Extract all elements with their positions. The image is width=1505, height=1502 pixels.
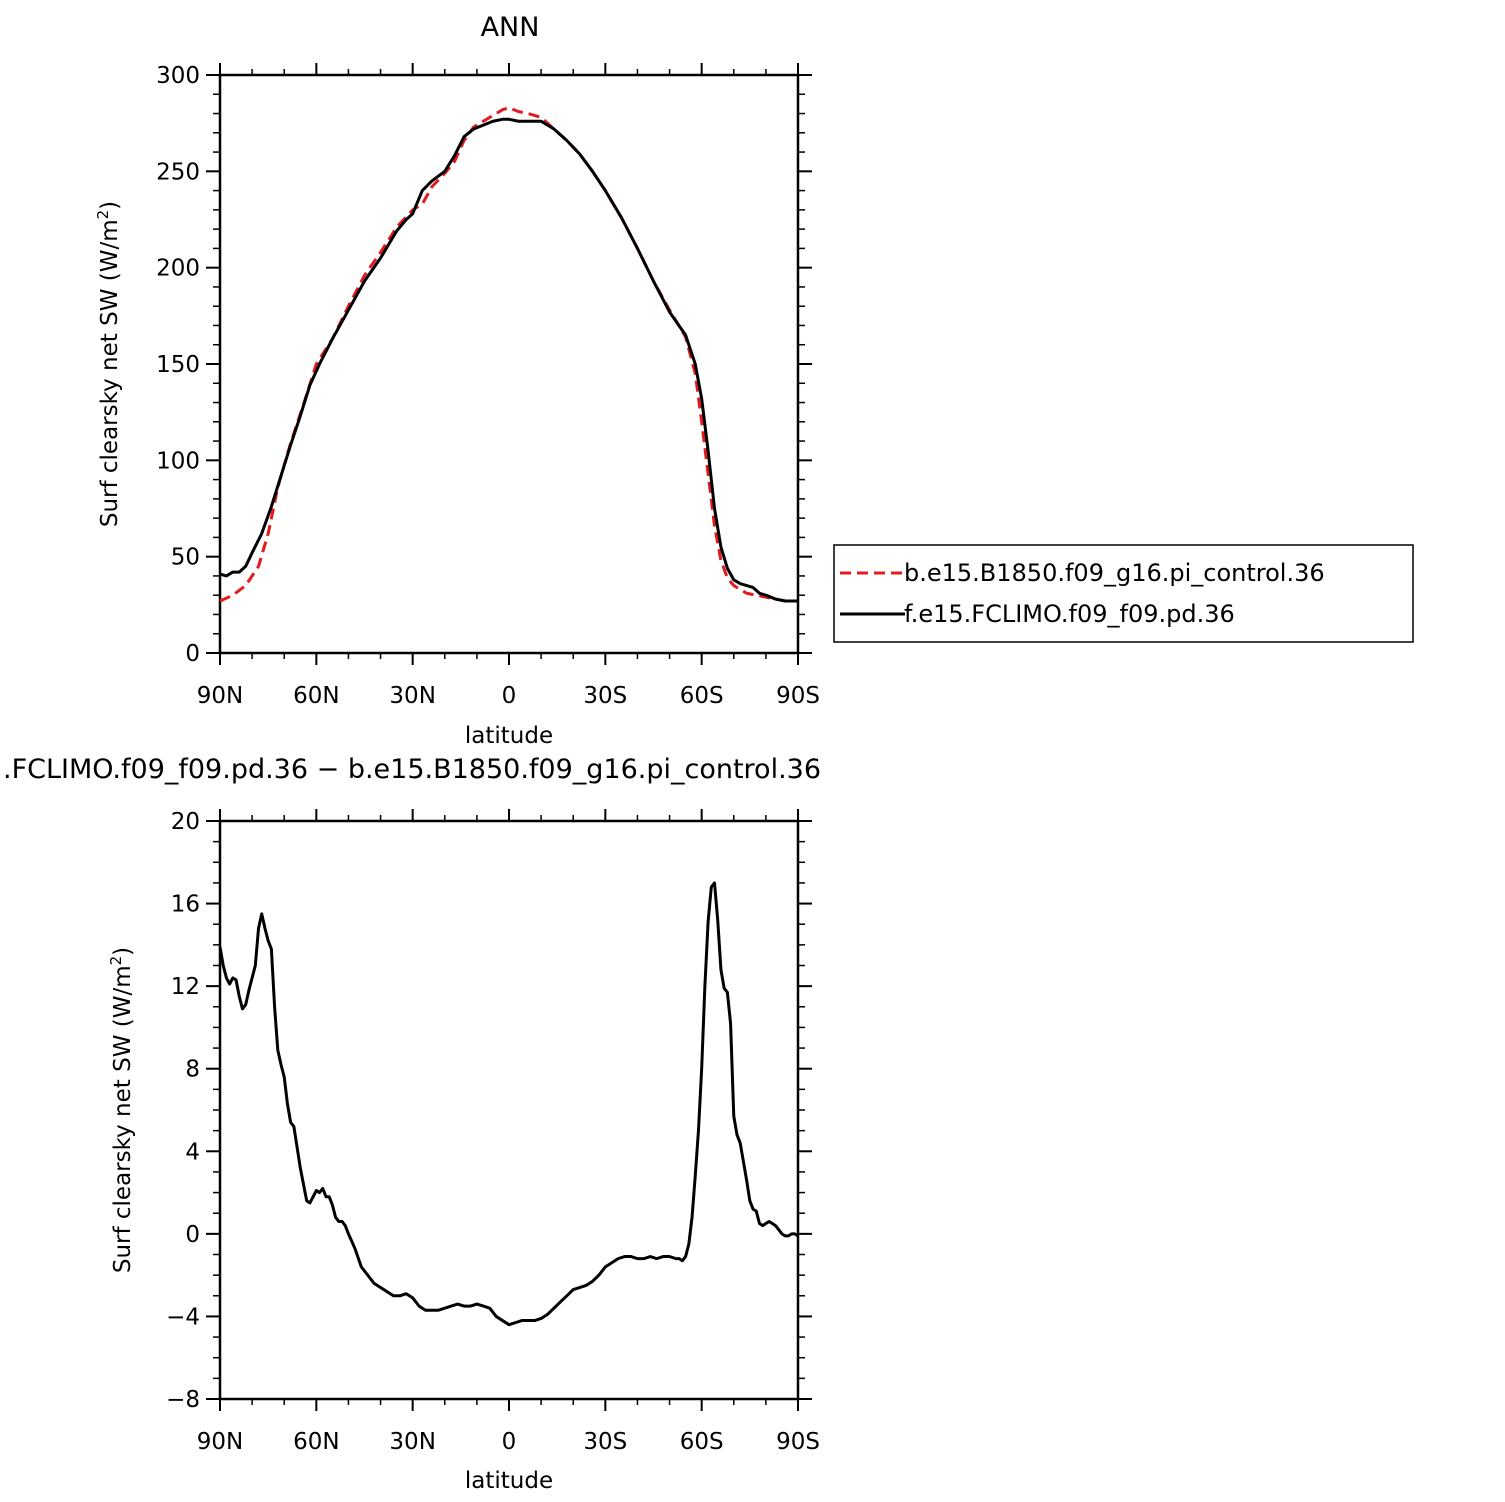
x-tick-label: 90S xyxy=(776,683,820,709)
y-tick-label: 20 xyxy=(171,809,200,835)
top-plot-ylabel-main: Surf clearsky net SW (W/m xyxy=(97,219,123,527)
bottom-plot-frame xyxy=(218,819,800,1401)
x-tick-label: 30S xyxy=(583,683,627,709)
legend-label-b1850: b.e15.B1850.f09_g16.pi_control.36 xyxy=(904,559,1325,587)
top-plot-ylabel-close: ) xyxy=(97,201,123,210)
x-tick-label: 30N xyxy=(389,683,435,709)
x-tick-label: 90N xyxy=(197,683,243,709)
bottom-plot: .FCLIMO.f09_f09.pd.36 − b.e15.B1850.f09_… xyxy=(3,754,821,1494)
top-plot-frame xyxy=(218,73,800,655)
y-tick-label: 50 xyxy=(171,545,200,571)
top-plot-ylabel-superscript: 2 xyxy=(94,210,112,220)
top-series-line-0 xyxy=(219,106,798,603)
bottom-plot-ylabel-superscript: 2 xyxy=(107,956,125,966)
x-tick-label: 0 xyxy=(502,683,517,709)
top-plot-series-lines xyxy=(219,106,798,603)
top-plot-tick-labels: 90N 60N 30N 0 30S 60S 90S 0 50 100 150 200 250 300 xyxy=(156,63,820,709)
bottom-plot-ylabel: Surf clearsky net SW (W/m2) xyxy=(107,947,136,1273)
y-tick-label: 0 xyxy=(185,641,200,667)
y-tick-label: 150 xyxy=(156,352,200,378)
y-tick-label: 16 xyxy=(171,892,200,918)
top-series-line-1 xyxy=(219,117,798,603)
y-tick-label: 100 xyxy=(156,448,200,474)
bottom-plot-ylabel-main: Surf clearsky net SW (W/m xyxy=(110,965,136,1273)
bottom-plot-series-lines xyxy=(218,881,799,1327)
x-tick-label: 90N xyxy=(197,1429,243,1455)
x-tick-label: 0 xyxy=(502,1429,517,1455)
top-plot: ANN 90N 60N 30N 0 30S 60S 90S 0 50 100 150 200 250 30… xyxy=(94,12,820,749)
bottom-plot-ticks xyxy=(206,809,812,1411)
x-tick-label: 90S xyxy=(776,1429,820,1455)
y-tick-label: 250 xyxy=(156,159,200,185)
top-plot-xlabel: latitude xyxy=(465,723,553,749)
top-plot-title: ANN xyxy=(481,12,540,43)
x-tick-label: 60S xyxy=(680,683,724,709)
bottom-plot-title: .FCLIMO.f09_f09.pd.36 − b.e15.B1850.f09_… xyxy=(3,754,821,785)
top-plot-ticks xyxy=(206,63,812,665)
y-tick-label: 0 xyxy=(185,1222,200,1248)
y-tick-label: 300 xyxy=(156,63,200,89)
bottom-plot-tick-labels: 90N 60N 30N 0 30S 60S 90S −8 −4 0 4 8 12 16 20 xyxy=(166,809,820,1455)
y-tick-label: 8 xyxy=(185,1057,200,1083)
x-tick-label: 60N xyxy=(293,1429,339,1455)
legend-label-fclimo: f.e15.FCLIMO.f09_f09.pd.36 xyxy=(904,600,1235,628)
bottom-plot-xlabel: latitude xyxy=(465,1468,553,1494)
x-tick-label: 30S xyxy=(583,1429,627,1455)
y-tick-label: −4 xyxy=(166,1304,200,1330)
top-plot-ylabel: Surf clearsky net SW (W/m2) xyxy=(94,201,123,527)
x-tick-label: 60N xyxy=(293,683,339,709)
bottom-plot-ylabel-close: ) xyxy=(110,947,136,956)
y-tick-label: −8 xyxy=(166,1387,200,1413)
x-tick-label: 60S xyxy=(680,1429,724,1455)
legend-box xyxy=(833,544,1414,643)
bottom-series-line-0 xyxy=(218,881,799,1327)
legend: b.e15.B1850.f09_g16.pi_control.36 f.e15.… xyxy=(833,544,1414,643)
y-tick-label: 12 xyxy=(171,974,200,1000)
y-tick-label: 200 xyxy=(156,256,200,282)
x-tick-label: 30N xyxy=(389,1429,435,1455)
y-tick-label: 4 xyxy=(185,1139,200,1165)
